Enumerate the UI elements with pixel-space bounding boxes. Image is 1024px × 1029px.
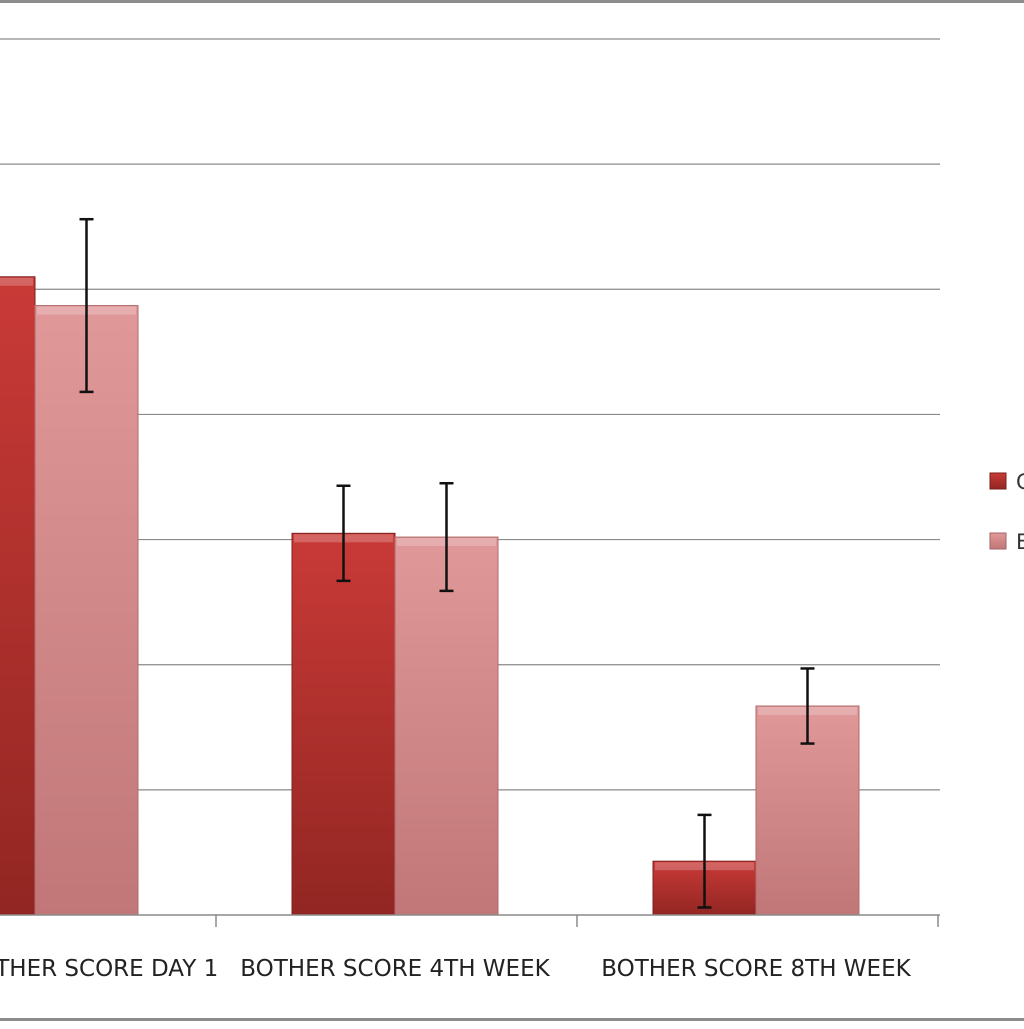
bar-1-0 xyxy=(34,305,139,916)
legend-label-0: C xyxy=(1016,470,1024,494)
legend-label-1: E xyxy=(1016,530,1024,554)
x-tick-label-2: BOTHER SCORE 8TH WEEK xyxy=(601,956,911,982)
bar-body-1-1 xyxy=(394,536,499,916)
bar-body-1-0 xyxy=(34,305,139,916)
error-bars xyxy=(79,217,815,909)
bar-body-0-1 xyxy=(291,532,396,916)
legend-swatch-1 xyxy=(989,532,1007,550)
bar-0-1 xyxy=(291,532,396,916)
error-bar-1-0 xyxy=(79,217,94,394)
bar-body-0-0 xyxy=(0,276,36,916)
legend: C E xyxy=(989,470,1024,554)
bar-1-1 xyxy=(394,536,499,916)
error-bar-1-2 xyxy=(800,667,815,745)
x-tick-label-0: BOTHER SCORE DAY 1 xyxy=(0,956,218,982)
error-bar-0-1 xyxy=(336,484,351,583)
error-bar-0-2 xyxy=(697,813,712,909)
x-tick-label-1: BOTHER SCORE 4TH WEEK xyxy=(240,956,550,982)
x-axis: BOTHER SCORE DAY 1 BOTHER SCORE 4TH WEEK… xyxy=(0,914,940,982)
bars xyxy=(0,276,860,916)
error-bar-1-1 xyxy=(439,482,454,593)
bar-bevel-0-0 xyxy=(0,277,33,286)
legend-swatch-0 xyxy=(989,472,1007,490)
bar-0-0 xyxy=(0,276,36,916)
